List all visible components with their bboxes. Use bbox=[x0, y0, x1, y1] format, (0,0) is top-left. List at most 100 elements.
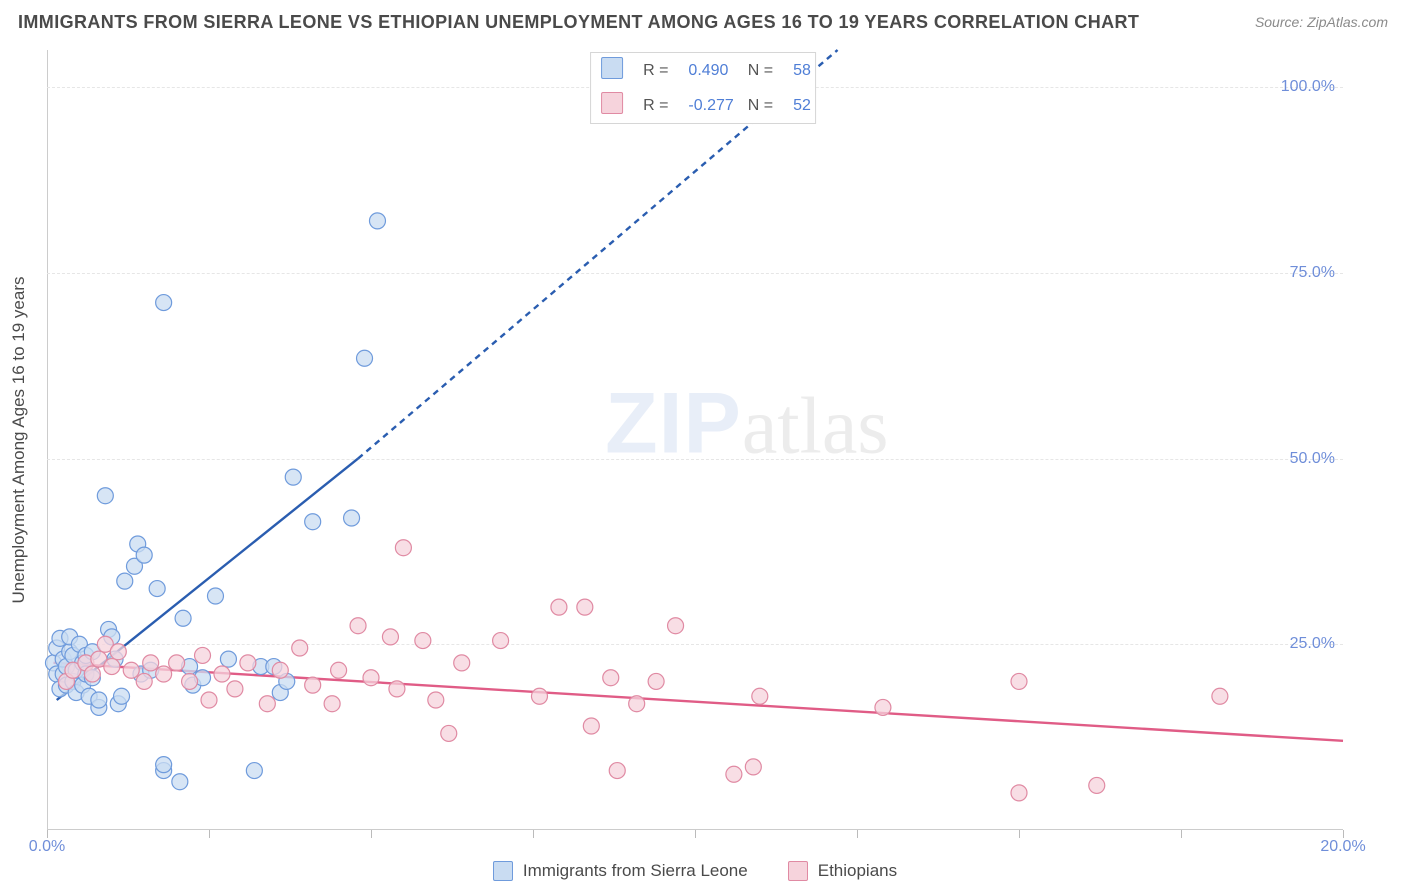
point-ethiopians bbox=[745, 759, 761, 775]
scatter-svg bbox=[47, 50, 1343, 830]
point-ethiopians bbox=[156, 666, 172, 682]
point-sierra_leone bbox=[136, 547, 152, 563]
point-ethiopians bbox=[331, 662, 347, 678]
point-sierra_leone bbox=[357, 350, 373, 366]
legend-swatch bbox=[601, 57, 623, 79]
legend-swatch bbox=[788, 861, 808, 881]
point-sierra_leone bbox=[156, 295, 172, 311]
point-ethiopians bbox=[577, 599, 593, 615]
point-ethiopians bbox=[454, 655, 470, 671]
legend-n-value: 58 bbox=[783, 53, 815, 88]
point-ethiopians bbox=[363, 670, 379, 686]
x-tick-mark bbox=[695, 830, 696, 838]
point-ethiopians bbox=[84, 666, 100, 682]
point-sierra_leone bbox=[207, 588, 223, 604]
point-ethiopians bbox=[305, 677, 321, 693]
point-ethiopians bbox=[123, 662, 139, 678]
legend-r-label: R = bbox=[633, 88, 678, 123]
legend-r-value: 0.490 bbox=[678, 53, 737, 88]
x-tick-mark bbox=[533, 830, 534, 838]
legend-n-label: N = bbox=[738, 88, 783, 123]
legend-swatch bbox=[601, 92, 623, 114]
legend-r-label: R = bbox=[633, 53, 678, 88]
point-sierra_leone bbox=[97, 488, 113, 504]
point-ethiopians bbox=[272, 662, 288, 678]
point-ethiopians bbox=[1011, 785, 1027, 801]
trend-line-ethiopians bbox=[53, 663, 1343, 741]
y-tick-label: 100.0% bbox=[1265, 78, 1335, 96]
point-ethiopians bbox=[441, 725, 457, 741]
point-ethiopians bbox=[648, 673, 664, 689]
x-tick-mark bbox=[47, 830, 48, 838]
legend-row-ethiopians: R =-0.277N =52 bbox=[591, 88, 815, 123]
x-tick-mark bbox=[209, 830, 210, 838]
legend-label: Ethiopians bbox=[818, 861, 897, 881]
point-ethiopians bbox=[169, 655, 185, 671]
point-ethiopians bbox=[350, 618, 366, 634]
point-ethiopians bbox=[182, 673, 198, 689]
point-ethiopians bbox=[259, 696, 275, 712]
point-sierra_leone bbox=[305, 514, 321, 530]
x-tick-mark bbox=[857, 830, 858, 838]
point-ethiopians bbox=[292, 640, 308, 656]
legend-n-label: N = bbox=[738, 53, 783, 88]
point-ethiopians bbox=[609, 763, 625, 779]
point-ethiopians bbox=[201, 692, 217, 708]
point-sierra_leone bbox=[149, 581, 165, 597]
point-sierra_leone bbox=[114, 688, 130, 704]
point-ethiopians bbox=[136, 673, 152, 689]
y-tick-label: 75.0% bbox=[1265, 264, 1335, 282]
x-tick-mark bbox=[371, 830, 372, 838]
point-ethiopians bbox=[1089, 777, 1105, 793]
point-sierra_leone bbox=[246, 763, 262, 779]
point-ethiopians bbox=[324, 696, 340, 712]
point-sierra_leone bbox=[344, 510, 360, 526]
legend-label: Immigrants from Sierra Leone bbox=[523, 861, 748, 881]
point-ethiopians bbox=[726, 766, 742, 782]
point-ethiopians bbox=[551, 599, 567, 615]
correlation-legend: R =0.490N =58R =-0.277N =52 bbox=[590, 52, 816, 124]
point-ethiopians bbox=[110, 644, 126, 660]
x-tick-mark bbox=[1343, 830, 1344, 838]
legend-row-sierra_leone: R =0.490N =58 bbox=[591, 53, 815, 88]
point-sierra_leone bbox=[175, 610, 191, 626]
y-tick-label: 50.0% bbox=[1265, 450, 1335, 468]
point-ethiopians bbox=[240, 655, 256, 671]
point-ethiopians bbox=[531, 688, 547, 704]
legend-item-sierra_leone: Immigrants from Sierra Leone bbox=[493, 861, 748, 881]
point-sierra_leone bbox=[220, 651, 236, 667]
point-ethiopians bbox=[1011, 673, 1027, 689]
point-ethiopians bbox=[227, 681, 243, 697]
point-sierra_leone bbox=[91, 692, 107, 708]
legend-swatch bbox=[493, 861, 513, 881]
y-axis-label: Unemployment Among Ages 16 to 19 years bbox=[9, 277, 29, 604]
point-ethiopians bbox=[583, 718, 599, 734]
point-ethiopians bbox=[603, 670, 619, 686]
point-ethiopians bbox=[214, 666, 230, 682]
x-tick-mark bbox=[1181, 830, 1182, 838]
plot-area: ZIPatlas Unemployment Among Ages 16 to 1… bbox=[47, 50, 1343, 830]
point-ethiopians bbox=[415, 633, 431, 649]
point-ethiopians bbox=[752, 688, 768, 704]
point-sierra_leone bbox=[285, 469, 301, 485]
point-sierra_leone bbox=[156, 757, 172, 773]
point-ethiopians bbox=[1212, 688, 1228, 704]
point-ethiopians bbox=[629, 696, 645, 712]
series-legend: Immigrants from Sierra Leone Ethiopians bbox=[47, 861, 1343, 886]
point-sierra_leone bbox=[369, 213, 385, 229]
chart-title: IMMIGRANTS FROM SIERRA LEONE VS ETHIOPIA… bbox=[18, 12, 1139, 33]
source-credit: Source: ZipAtlas.com bbox=[1255, 14, 1388, 30]
point-ethiopians bbox=[195, 647, 211, 663]
point-sierra_leone bbox=[117, 573, 133, 589]
x-tick-mark bbox=[1019, 830, 1020, 838]
legend-item-ethiopians: Ethiopians bbox=[788, 861, 897, 881]
point-ethiopians bbox=[389, 681, 405, 697]
point-ethiopians bbox=[382, 629, 398, 645]
point-ethiopians bbox=[143, 655, 159, 671]
x-tick-label: 20.0% bbox=[1320, 838, 1365, 856]
point-ethiopians bbox=[395, 540, 411, 556]
x-tick-label: 0.0% bbox=[29, 838, 65, 856]
legend-n-value: 52 bbox=[783, 88, 815, 123]
point-sierra_leone bbox=[172, 774, 188, 790]
legend-r-value: -0.277 bbox=[678, 88, 737, 123]
